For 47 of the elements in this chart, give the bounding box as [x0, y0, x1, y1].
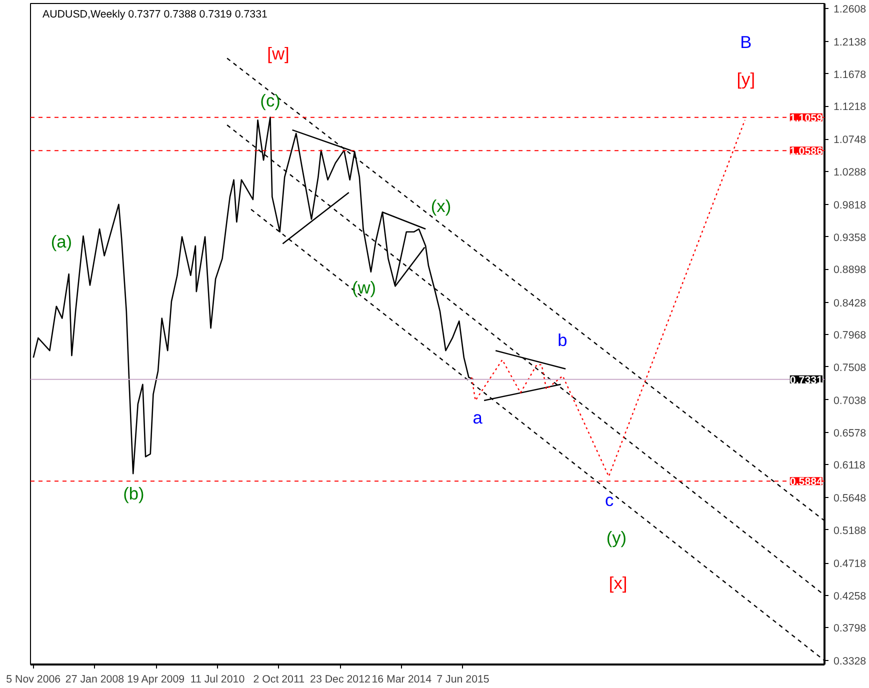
y-tick-label: 0.8428 — [834, 297, 866, 310]
x-tick-label: 11 Jul 2010 — [190, 674, 245, 686]
ref-line-label: 0.7331 — [790, 374, 823, 386]
annotation: (b) — [123, 483, 144, 504]
annotation: c — [604, 490, 614, 510]
x-tick-label: 5 Nov 2006 — [6, 674, 61, 686]
annotation: b — [558, 330, 568, 350]
y-tick-label: 0.7038 — [834, 394, 866, 407]
y-tick-label: 0.6578 — [834, 427, 866, 440]
y-tick-label: 0.7508 — [834, 362, 866, 374]
annotation: (x) — [430, 196, 452, 216]
annotation: a — [472, 407, 483, 428]
x-tick-label: 23 Dec 2012 — [310, 674, 371, 686]
x-tick-label: 16 Mar 2014 — [372, 674, 432, 686]
y-tick-label: 0.4258 — [834, 590, 866, 602]
annotation: [w] — [267, 44, 290, 64]
y-tick-label: 0.5188 — [834, 524, 866, 537]
y-tick-label: 0.5648 — [834, 492, 866, 505]
x-tick-label: 27 Jan 2008 — [65, 674, 124, 686]
x-tick-label: 7 Jun 2015 — [436, 674, 490, 686]
x-tick-label: 19 Apr 2009 — [127, 674, 185, 686]
y-tick-label: 1.0288 — [834, 166, 866, 179]
y-tick-label: 0.7968 — [834, 330, 866, 342]
y-tick-label: 1.1678 — [834, 68, 866, 81]
y-tick-label: 0.6118 — [834, 460, 866, 472]
ref-line-label: 1.1059 — [790, 112, 823, 124]
y-tick-label: 1.1218 — [834, 101, 866, 114]
text: AUDUSD,Weekly 0.7377 0.7388 0.7319 0.7331 — [42, 8, 268, 20]
annotation: (c) — [260, 90, 280, 111]
annotation: [y] — [736, 68, 756, 89]
y-tick-label: 0.9358 — [834, 232, 866, 244]
x-tick-label: 2 Oct 2011 — [253, 674, 305, 686]
y-tick-label: 1.2608 — [834, 3, 866, 16]
ref-line-label: 0.5884 — [790, 476, 823, 488]
y-tick-label: 0.8898 — [834, 264, 866, 276]
ref-line-label: 1.0586 — [790, 146, 823, 158]
y-tick-label: 0.9818 — [834, 200, 866, 212]
y-tick-label: 1.0748 — [834, 134, 866, 146]
annotation: (a) — [50, 231, 72, 252]
annotation: [x] — [608, 573, 628, 594]
annotation: (y) — [606, 528, 627, 548]
y-tick-label: 0.3328 — [834, 656, 866, 668]
y-tick-label: 0.4718 — [834, 558, 866, 570]
annotation: (w) — [352, 278, 376, 298]
y-tick-label: 0.3798 — [834, 622, 866, 635]
y-tick-label: 1.2138 — [834, 36, 866, 49]
annotation: B — [740, 32, 752, 52]
